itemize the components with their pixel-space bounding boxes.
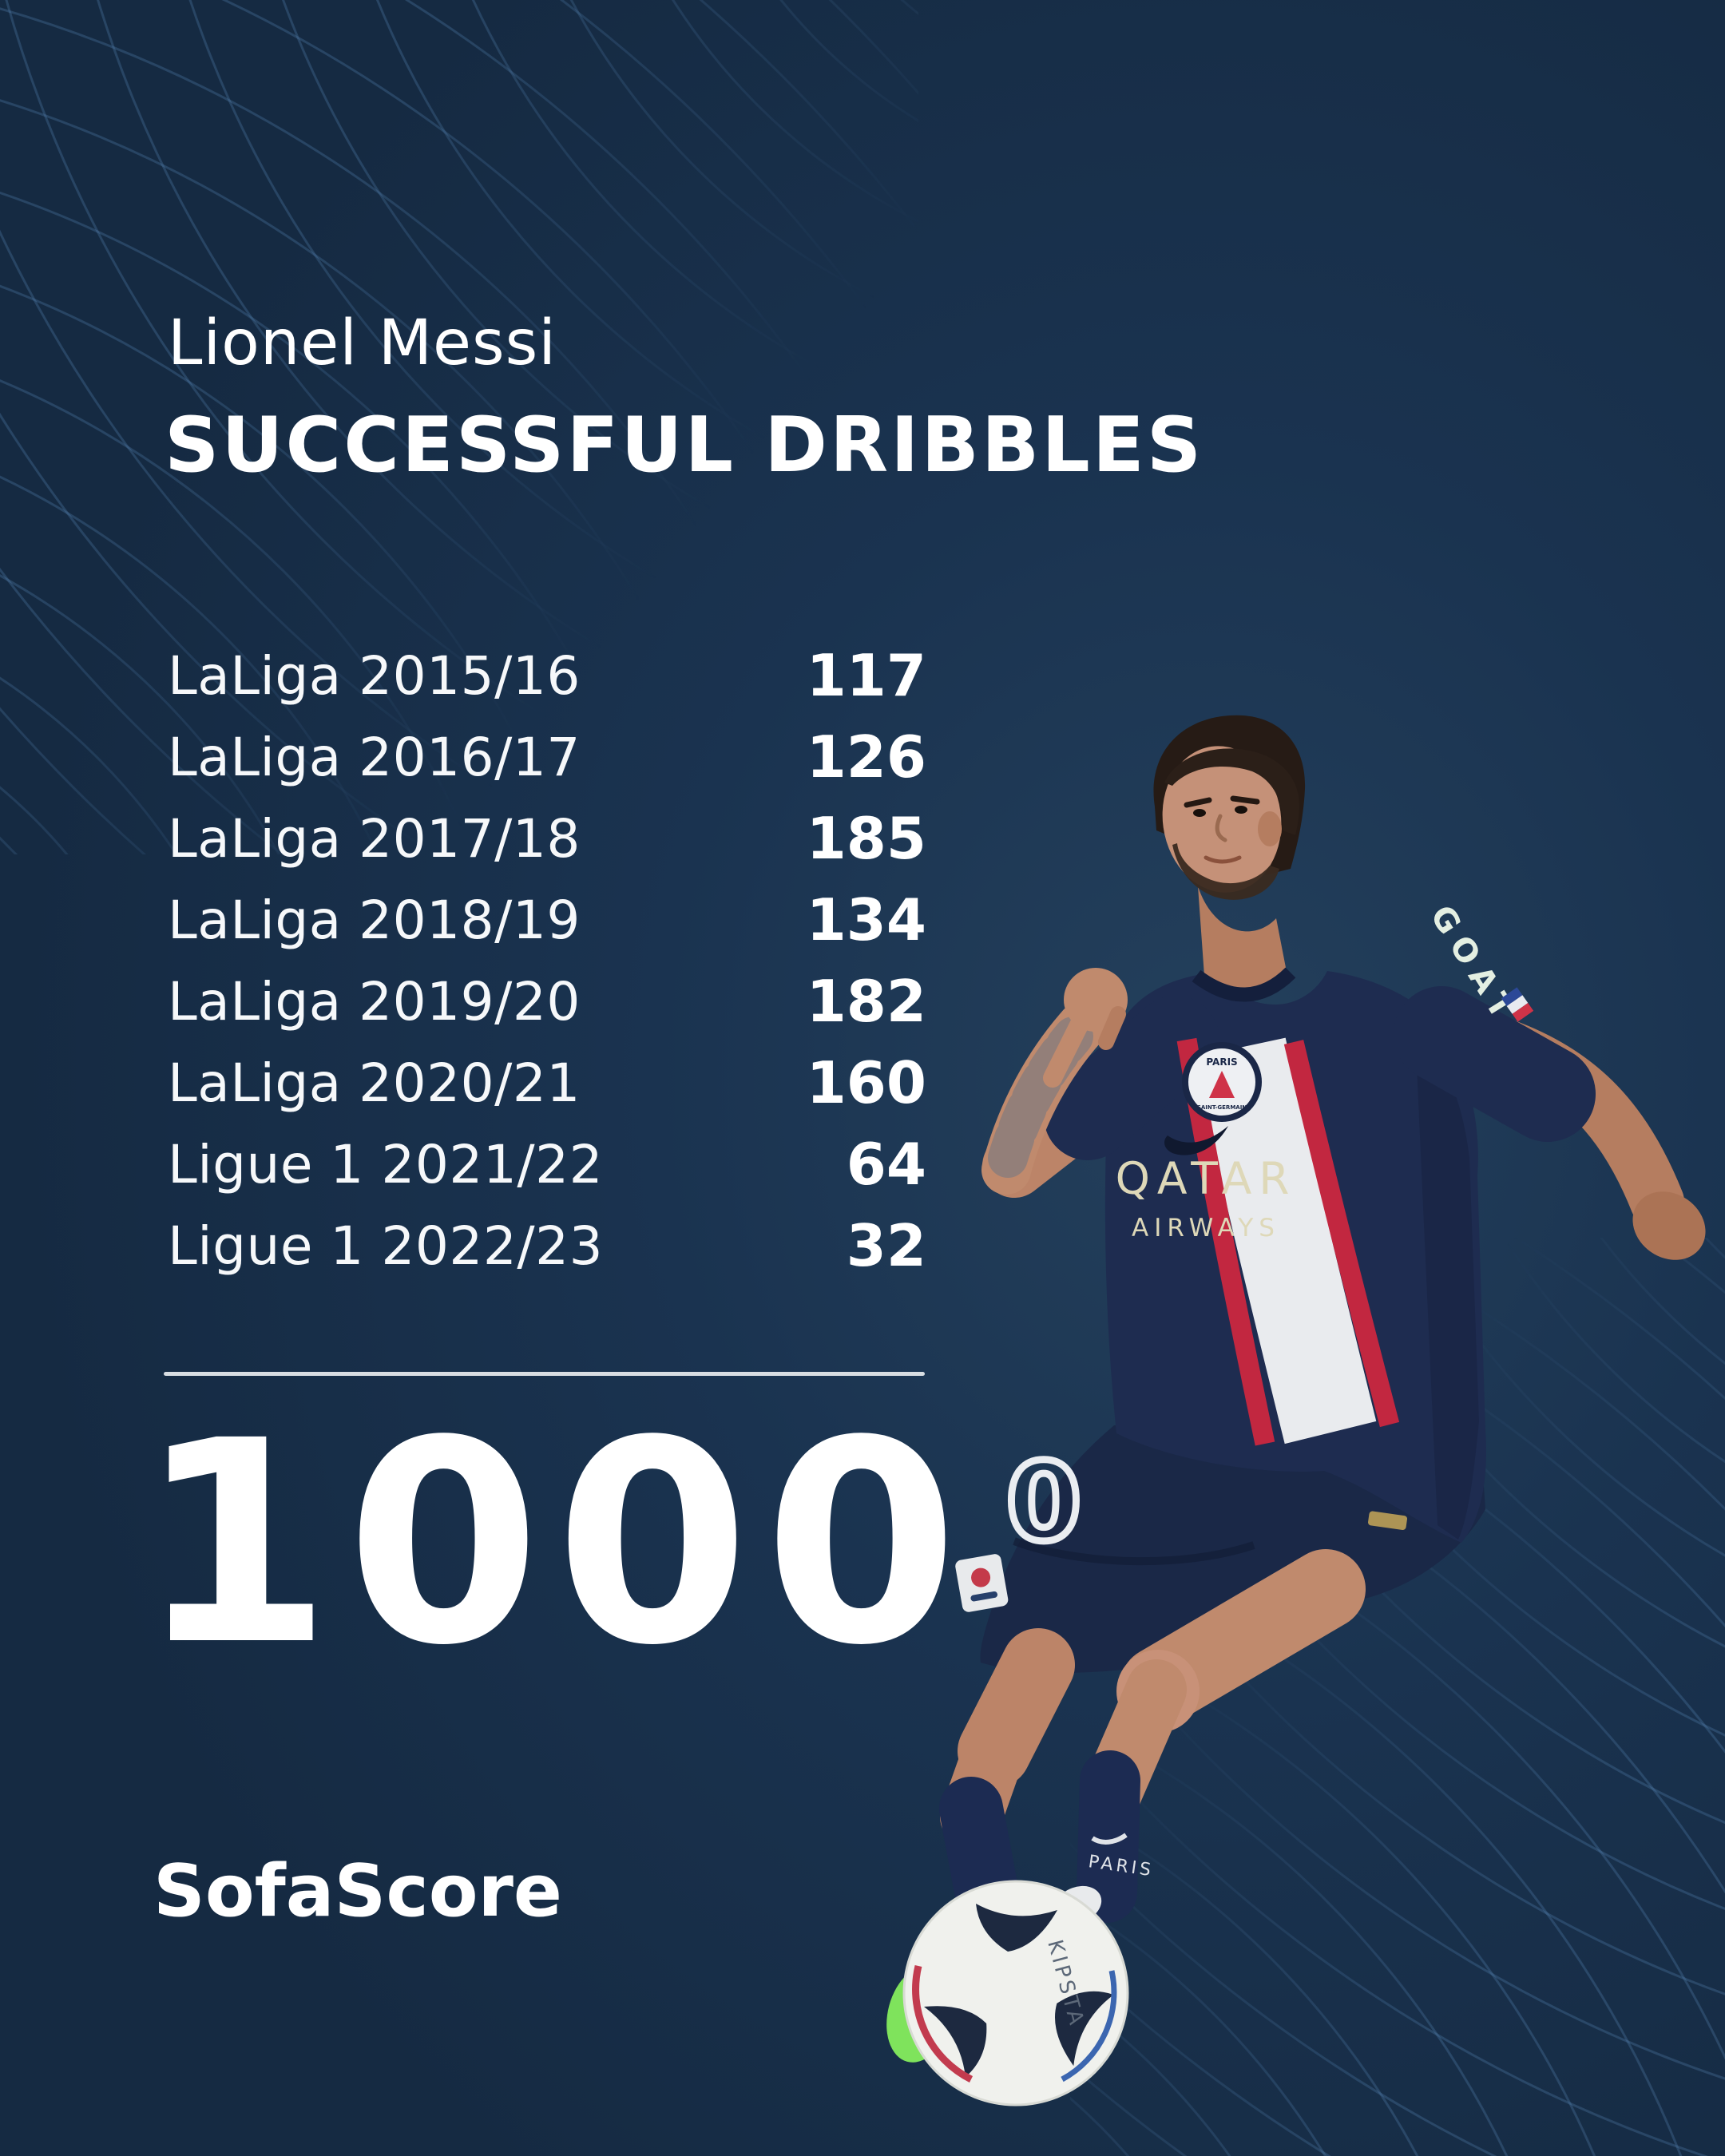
stat-row: LaLiga 2018/19 134 xyxy=(168,879,926,961)
stat-row: LaLiga 2016/17 126 xyxy=(168,716,926,798)
stat-value: 185 xyxy=(806,805,926,872)
boot-green xyxy=(1029,1892,1092,1945)
stat-row: LaLiga 2020/21 160 xyxy=(168,1042,926,1124)
left-upper-arm xyxy=(982,1022,1190,1198)
page-title: SUCCESSFUL DRIBBLES xyxy=(165,402,1204,489)
stat-label: LaLiga 2020/21 xyxy=(168,1052,581,1114)
stat-label: LaLiga 2015/16 xyxy=(168,644,581,707)
stat-value: 64 xyxy=(846,1131,926,1198)
sock xyxy=(939,1777,1024,1952)
jersey: GOAT PARIS SAINT-GERMAIN xyxy=(1044,899,1596,1543)
jersey-sponsor-line1: QATAR xyxy=(1116,1153,1297,1204)
stat-row: LaLiga 2015/16 117 xyxy=(168,635,926,716)
stat-value: 126 xyxy=(806,723,926,791)
background-mesh-bottom-right xyxy=(1070,1238,1725,2156)
stat-row: Ligue 1 2021/22 64 xyxy=(168,1124,926,1205)
ear xyxy=(1258,811,1282,846)
divider-line xyxy=(164,1372,925,1376)
eyebrow-right xyxy=(1230,795,1260,805)
front-leg xyxy=(886,1628,1075,2063)
stat-label: LaLiga 2017/18 xyxy=(168,807,581,870)
shorts-number: 0 xyxy=(1006,1440,1081,1565)
stat-label: LaLiga 2019/20 xyxy=(168,970,581,1032)
jersey-red-stripe-left xyxy=(1176,1037,1275,1446)
left-sleeve xyxy=(1044,996,1219,1160)
stat-value: 182 xyxy=(806,968,926,1035)
psg-crest-icon: PARIS SAINT-GERMAIN xyxy=(1182,1042,1262,1122)
sofascore-logo: SofaScore xyxy=(153,1849,562,1933)
eyebrow-left xyxy=(1184,797,1212,808)
right-fist xyxy=(1632,1191,1706,1260)
jersey-white-stripe xyxy=(1193,1037,1377,1445)
swoosh-icon xyxy=(1164,1126,1228,1155)
stat-value: 32 xyxy=(846,1212,926,1279)
mouth xyxy=(1204,855,1242,864)
stat-row: LaLiga 2017/18 185 xyxy=(168,798,926,879)
head xyxy=(1153,715,1306,900)
nose xyxy=(1215,814,1227,842)
stat-value: 134 xyxy=(806,886,926,953)
messi-figure: 0 GOAT xyxy=(886,715,1706,2106)
stat-row: Ligue 1 2022/23 32 xyxy=(168,1205,926,1286)
total-value: 1000 xyxy=(137,1381,974,1706)
collar xyxy=(1192,967,1296,1002)
ankle-sock xyxy=(1054,1885,1102,1924)
player-photo-cutout: 0 GOAT xyxy=(886,715,1706,2106)
right-sleeve xyxy=(1394,986,1596,1142)
stat-label: Ligue 1 2022/23 xyxy=(168,1215,604,1277)
boot-green xyxy=(886,1965,954,2063)
beard xyxy=(1172,843,1279,900)
crest-subtitle: SAINT-GERMAIN xyxy=(1197,1104,1247,1111)
jersey-hem-tag xyxy=(1368,1511,1408,1530)
sock-swoosh-icon xyxy=(1091,1833,1128,1845)
eye-right xyxy=(1235,806,1247,814)
player-name: Lionel Messi xyxy=(168,307,557,379)
tattoo xyxy=(988,1017,1093,1178)
jersey-red-stripe-right xyxy=(1283,1040,1400,1428)
hairline xyxy=(1164,748,1299,835)
sock-text: PARIS xyxy=(1087,1852,1155,1881)
finger xyxy=(1043,1014,1089,1088)
hair xyxy=(1153,715,1306,875)
stats-list: LaLiga 2015/16 117 LaLiga 2016/17 126 La… xyxy=(168,635,926,1286)
stat-label: LaLiga 2016/17 xyxy=(168,726,581,788)
eye-left xyxy=(1193,809,1206,817)
stat-label: Ligue 1 2021/22 xyxy=(168,1133,604,1195)
neck xyxy=(1198,886,1287,988)
sleeve-goat-text: GOAT xyxy=(1423,899,1526,1033)
sock xyxy=(1077,1750,1140,1923)
stat-value: 160 xyxy=(806,1049,926,1116)
trailing-leg: PARIS xyxy=(1029,1549,1366,1945)
stat-label: LaLiga 2018/19 xyxy=(168,889,581,951)
french-flag-patch xyxy=(1501,987,1534,1022)
jersey-sponsor-line2: AIRWAYS xyxy=(1132,1214,1280,1242)
stat-value: 117 xyxy=(806,642,926,709)
left-forearm-hand xyxy=(981,968,1128,1195)
ball-icon: KIPSTA xyxy=(902,1880,1129,2106)
face xyxy=(1162,746,1282,893)
crest-title: PARIS xyxy=(1206,1056,1237,1068)
ball-brand: KIPSTA xyxy=(1042,1937,1089,2030)
right-arm xyxy=(1478,1019,1684,1229)
shorts: 0 xyxy=(955,1417,1485,1673)
stat-row: LaLiga 2019/20 182 xyxy=(168,961,926,1042)
